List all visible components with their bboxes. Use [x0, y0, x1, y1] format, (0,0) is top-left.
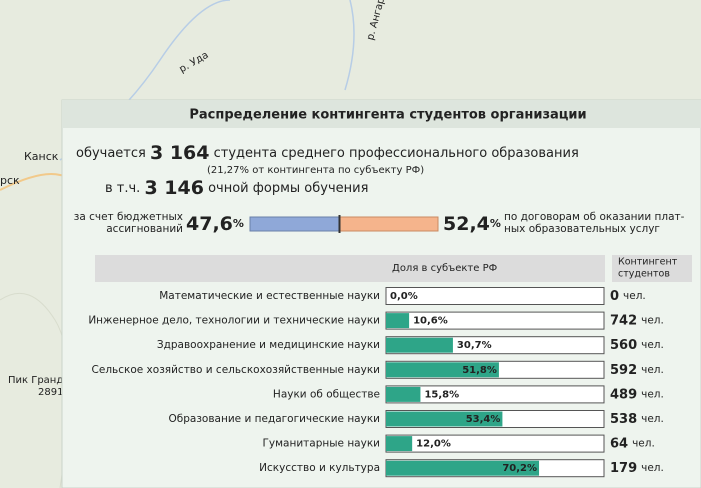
- count-value: 64: [610, 436, 628, 451]
- count-unit: чел.: [641, 462, 664, 474]
- count: 489 чел.: [610, 387, 664, 402]
- count-unit: чел.: [641, 364, 664, 376]
- count-value: 592: [610, 362, 637, 377]
- table-header: [95, 255, 605, 282]
- share-label: 15,8%: [424, 389, 459, 400]
- count-value: 489: [610, 387, 637, 402]
- row-name: Инженерное дело, технологии и технически…: [88, 315, 380, 327]
- share-label: 51,8%: [462, 365, 497, 376]
- fulltime-line: в т.ч. 3 146 очной формы обучения: [105, 177, 368, 199]
- share-header: Доля в субъекте РФ: [392, 263, 498, 274]
- count-unit: чел.: [641, 315, 664, 327]
- contract-segment: [339, 217, 438, 231]
- share-label: 70,2%: [502, 463, 537, 474]
- contract-value-number: 52,4: [443, 213, 490, 235]
- map-label: рск: [0, 174, 20, 187]
- total-text: студента среднего профессионального обра…: [214, 146, 579, 161]
- budget-segment: [250, 217, 339, 231]
- count-unit: чел.: [641, 413, 664, 425]
- budget-value-number: 47,6: [186, 213, 233, 235]
- fulltime-prefix: в т.ч.: [105, 181, 140, 196]
- count-unit: чел.: [632, 438, 655, 450]
- budget-unit: %: [233, 217, 244, 230]
- panel-title: Распределение контингента студентов орга…: [189, 108, 586, 123]
- count-unit: чел.: [623, 290, 646, 302]
- count-header: Контингент: [618, 257, 678, 268]
- budget-label: за счет бюджетных: [74, 211, 183, 223]
- fulltime-text: очной формы обучения: [208, 181, 368, 196]
- share-track: [386, 288, 604, 305]
- count-value: 0: [610, 289, 619, 304]
- count-unit: чел.: [641, 388, 664, 400]
- total-prefix: обучается: [76, 146, 146, 161]
- budget-label: ассигнований: [106, 223, 183, 235]
- row-name: Здравоохранение и медицинские науки: [157, 339, 380, 351]
- share-label: 12,0%: [416, 439, 451, 450]
- count: 538 чел.: [610, 412, 664, 427]
- row-name: Образование и педагогические науки: [169, 413, 381, 425]
- count-value: 560: [610, 338, 637, 353]
- share-label: 0,0%: [390, 291, 418, 302]
- funding-bar: [250, 215, 438, 233]
- count-value: 179: [610, 461, 637, 476]
- total-value: 3 164: [150, 142, 210, 164]
- row-name: Гуманитарные науки: [262, 438, 380, 450]
- contract-unit: %: [490, 217, 501, 230]
- map-label: 2891: [38, 387, 63, 398]
- share-bar: [386, 387, 420, 402]
- count: 0 чел.: [610, 289, 646, 304]
- count-value: 742: [610, 313, 637, 328]
- count-value: 538: [610, 412, 637, 427]
- contract-label: по договорам об оказании плат-: [504, 211, 685, 223]
- row-name: Математические и естественные науки: [159, 290, 380, 302]
- share-bar: [386, 313, 409, 328]
- count: 64 чел.: [610, 436, 655, 451]
- row-name: Науки об обществе: [273, 388, 380, 400]
- row-name: Искусство и культура: [259, 462, 380, 474]
- count-header: студентов: [618, 269, 670, 280]
- count: 742 чел.: [610, 313, 664, 328]
- total-line: обучается 3 164 студента среднего профес…: [76, 142, 579, 164]
- share-label: 30,7%: [457, 340, 492, 351]
- fulltime-value: 3 146: [144, 177, 204, 199]
- screen: р. Уда р. Ангара Канск рск Пик Гранд 289…: [0, 0, 701, 488]
- total-note: (21,27% от контингента по субъекту РФ): [207, 165, 424, 176]
- share-label: 10,6%: [413, 316, 448, 327]
- count: 592 чел.: [610, 362, 664, 377]
- row-name: Сельское хозяйство и сельскохозяйственны…: [92, 364, 380, 376]
- share-bar: [386, 338, 453, 353]
- count: 560 чел.: [610, 338, 664, 353]
- contract-label: ных образовательных услуг: [504, 223, 660, 235]
- map-label: Канск: [24, 150, 59, 163]
- share-bar: [386, 436, 412, 451]
- count-unit: чел.: [641, 339, 664, 351]
- map-label: Пик Гранд: [8, 375, 63, 386]
- share-label: 53,4%: [466, 414, 501, 425]
- count: 179 чел.: [610, 461, 664, 476]
